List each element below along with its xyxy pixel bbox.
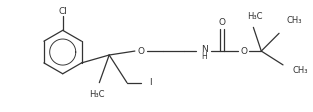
Text: O: O — [137, 47, 144, 56]
Text: N: N — [201, 45, 208, 54]
Text: O: O — [240, 47, 247, 56]
Text: H₃C: H₃C — [90, 90, 105, 99]
Text: Cl: Cl — [58, 7, 67, 16]
Text: CH₃: CH₃ — [293, 66, 308, 75]
Text: I: I — [149, 78, 151, 87]
Text: O: O — [218, 18, 225, 27]
Text: H₃C: H₃C — [248, 12, 263, 21]
Text: CH₃: CH₃ — [287, 16, 302, 25]
Text: H: H — [201, 53, 207, 61]
